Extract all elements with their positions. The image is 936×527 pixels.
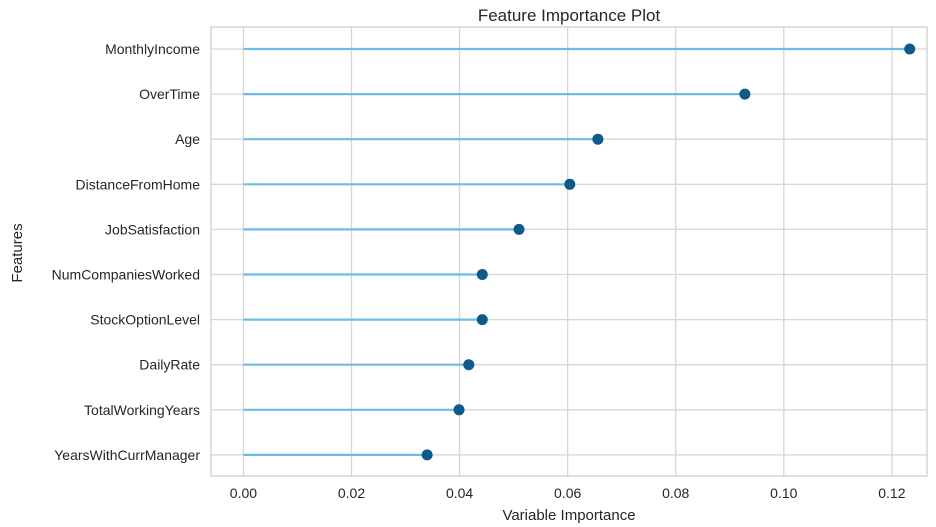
importance-marker — [592, 133, 604, 145]
chart-title: Feature Importance Plot — [478, 6, 661, 25]
y-tick-label: MonthlyIncome — [105, 41, 200, 57]
y-tick-label: NumCompaniesWorked — [52, 267, 200, 283]
importance-marker — [513, 223, 525, 235]
importance-marker — [476, 314, 488, 326]
x-tick-label: 0.08 — [662, 485, 689, 501]
x-axis-label: Variable Importance — [502, 507, 635, 524]
x-tick-label: 0.00 — [230, 485, 257, 501]
importance-marker — [904, 43, 916, 55]
x-tick-label: 0.10 — [770, 485, 797, 501]
y-tick-label: TotalWorkingYears — [84, 402, 200, 418]
x-tick-label: 0.06 — [554, 485, 581, 501]
importance-marker — [739, 88, 751, 100]
x-tick-label: 0.04 — [446, 485, 473, 501]
y-tick-label: OverTime — [139, 86, 200, 102]
x-tick-label: 0.02 — [338, 485, 365, 501]
y-tick-label: DistanceFromHome — [76, 176, 201, 192]
markers — [421, 43, 916, 461]
x-tick-label: 0.12 — [878, 485, 905, 501]
x-tick-labels: 0.00 0.02 0.04 0.06 0.08 0.10 0.12 — [230, 485, 906, 501]
y-tick-label: StockOptionLevel — [90, 312, 200, 328]
y-tick-label: YearsWithCurrManager — [54, 447, 200, 463]
stems — [243, 47, 910, 456]
y-tick-label: JobSatisfaction — [105, 221, 200, 237]
y-tick-labels: MonthlyIncome OverTime Age DistanceFromHome… — [52, 41, 201, 463]
y-axis-label: Features — [9, 223, 26, 282]
y-tick-label: DailyRate — [139, 357, 200, 373]
plot-frame — [210, 26, 928, 477]
importance-marker — [564, 178, 576, 190]
importance-marker — [453, 404, 465, 416]
importance-marker — [476, 269, 488, 280]
importance-marker — [421, 449, 433, 461]
importance-marker — [463, 359, 475, 371]
y-tick-label: Age — [175, 131, 200, 147]
